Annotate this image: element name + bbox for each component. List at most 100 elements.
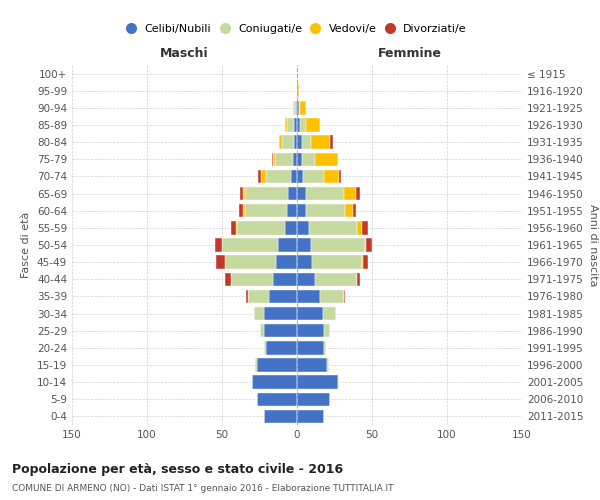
- Bar: [231, 272, 273, 286]
- Bar: [345, 204, 353, 218]
- Bar: [363, 256, 367, 269]
- Text: Popolazione per età, sesso e stato civile - 2016: Popolazione per età, sesso e stato civil…: [12, 462, 343, 475]
- Bar: [279, 136, 282, 149]
- Bar: [255, 358, 257, 372]
- Bar: [265, 170, 291, 183]
- Bar: [297, 272, 315, 286]
- Bar: [297, 324, 324, 338]
- Bar: [273, 272, 297, 286]
- Bar: [285, 221, 297, 234]
- Bar: [312, 256, 361, 269]
- Bar: [277, 238, 297, 252]
- Bar: [343, 290, 345, 303]
- Bar: [315, 272, 357, 286]
- Bar: [365, 238, 366, 252]
- Bar: [248, 290, 269, 303]
- Bar: [324, 170, 339, 183]
- Bar: [297, 307, 323, 320]
- Bar: [297, 290, 320, 303]
- Text: Femmine: Femmine: [377, 47, 442, 60]
- Bar: [264, 307, 297, 320]
- Bar: [311, 238, 365, 252]
- Bar: [216, 256, 225, 269]
- Bar: [257, 392, 297, 406]
- Bar: [269, 290, 297, 303]
- Bar: [302, 136, 311, 149]
- Bar: [294, 136, 297, 149]
- Bar: [297, 392, 330, 406]
- Bar: [293, 152, 297, 166]
- Bar: [291, 170, 297, 183]
- Bar: [239, 204, 243, 218]
- Bar: [339, 170, 341, 183]
- Bar: [297, 341, 324, 354]
- Bar: [297, 187, 306, 200]
- Bar: [237, 221, 285, 234]
- Bar: [282, 136, 294, 149]
- Bar: [294, 101, 296, 114]
- Bar: [297, 256, 312, 269]
- Bar: [297, 136, 302, 149]
- Bar: [297, 376, 337, 389]
- Bar: [300, 101, 306, 114]
- Bar: [215, 238, 222, 252]
- Bar: [303, 170, 324, 183]
- Bar: [309, 221, 357, 234]
- Bar: [264, 341, 265, 354]
- Bar: [324, 341, 325, 354]
- Text: Maschi: Maschi: [160, 47, 209, 60]
- Bar: [297, 152, 302, 166]
- Legend: Celibi/Nubili, Coniugati/e, Vedovi/e, Divorziati/e: Celibi/Nubili, Coniugati/e, Vedovi/e, Di…: [124, 20, 470, 38]
- Bar: [243, 187, 245, 200]
- Bar: [323, 307, 336, 320]
- Bar: [265, 341, 297, 354]
- Bar: [287, 204, 297, 218]
- Bar: [225, 272, 231, 286]
- Bar: [357, 272, 360, 286]
- Bar: [366, 238, 372, 252]
- Bar: [297, 238, 311, 252]
- Bar: [258, 170, 261, 183]
- Bar: [324, 324, 330, 338]
- Bar: [306, 187, 343, 200]
- Bar: [297, 170, 303, 183]
- Bar: [300, 118, 306, 132]
- Bar: [222, 238, 277, 252]
- Bar: [257, 358, 297, 372]
- Bar: [293, 101, 294, 114]
- Y-axis label: Anni di nascita: Anni di nascita: [587, 204, 598, 286]
- Bar: [297, 118, 300, 132]
- Bar: [287, 118, 294, 132]
- Bar: [246, 290, 248, 303]
- Bar: [320, 290, 343, 303]
- Bar: [288, 187, 297, 200]
- Bar: [297, 101, 299, 114]
- Bar: [271, 152, 273, 166]
- Bar: [231, 221, 235, 234]
- Bar: [297, 221, 309, 234]
- Bar: [311, 136, 330, 149]
- Text: COMUNE DI ARMENO (NO) - Dati ISTAT 1° gennaio 2016 - Elaborazione TUTTITALIA.IT: COMUNE DI ARMENO (NO) - Dati ISTAT 1° ge…: [12, 484, 394, 493]
- Bar: [297, 358, 327, 372]
- Bar: [235, 221, 237, 234]
- Bar: [353, 204, 355, 218]
- Bar: [260, 324, 264, 338]
- Bar: [315, 152, 337, 166]
- Bar: [276, 256, 297, 269]
- Bar: [264, 324, 297, 338]
- Bar: [327, 358, 329, 372]
- Bar: [245, 204, 287, 218]
- Bar: [254, 307, 264, 320]
- Bar: [330, 136, 333, 149]
- Bar: [275, 152, 293, 166]
- Bar: [273, 152, 275, 166]
- Bar: [252, 376, 297, 389]
- Bar: [296, 101, 297, 114]
- Bar: [343, 187, 355, 200]
- Bar: [261, 170, 265, 183]
- Bar: [243, 204, 245, 218]
- Bar: [337, 376, 339, 389]
- Bar: [294, 118, 297, 132]
- Bar: [306, 204, 345, 218]
- Bar: [240, 187, 243, 200]
